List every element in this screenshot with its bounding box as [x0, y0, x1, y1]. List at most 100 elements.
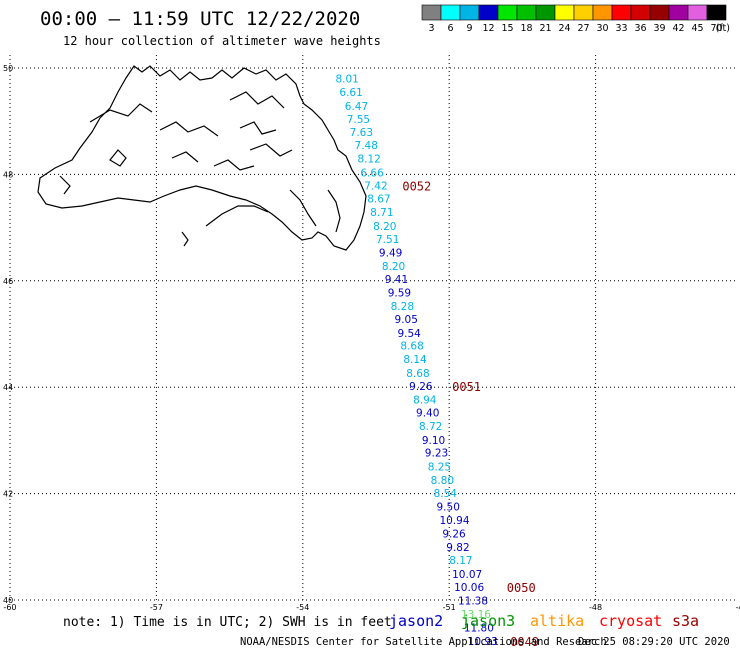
legend-swatch [497, 4, 518, 21]
pass-label: 0050 [507, 581, 536, 595]
legend-label: 6 [447, 23, 453, 34]
wave-height-value: 8.20 [373, 221, 396, 233]
footer-note: note: 1) Time is in UTC; 2) SWH is in fe… [63, 615, 392, 630]
legend-label: 15 [501, 23, 513, 34]
wave-height-value: 10.07 [452, 569, 482, 581]
wave-height-value: 9.23 [425, 448, 448, 460]
legend-label: 45 [691, 23, 703, 34]
legend-label: 42 [672, 23, 684, 34]
lat-label: 48 [3, 170, 13, 179]
satellite-name: altika [530, 612, 584, 630]
pass-label: 0052 [402, 180, 431, 194]
wave-height-value: 9.10 [422, 435, 445, 447]
legend-label: 3 [428, 23, 434, 34]
satellite-name: jason2 [389, 612, 443, 630]
wave-height-value: 8.80 [431, 475, 454, 487]
wave-height-value: 6.66 [360, 167, 384, 179]
wave-height-value: 10.93 [468, 636, 498, 648]
color-legend: 3 6 9 12 15 18 21 24 27 30 33 36 39 42 45 70(ft) [421, 4, 730, 34]
wave-height-value: 7.42 [364, 181, 387, 193]
lat-label: 40 [3, 596, 13, 605]
lat-label: 44 [3, 383, 13, 392]
legend-label: 12 [482, 23, 494, 34]
legend-swatch [649, 4, 670, 21]
legend-swatch [440, 4, 461, 21]
legend-label: 27 [577, 23, 589, 34]
wave-height-value: 8.20 [382, 261, 405, 273]
legend-swatch [554, 4, 575, 21]
lon-label: -45 [735, 603, 740, 612]
footer-credit: NOAA/NESDIS Center for Satellite Applica… [240, 636, 607, 648]
wave-height-value: 8.68 [406, 368, 429, 380]
wave-height-value: 9.49 [379, 248, 402, 260]
legend-unit: (ft) [716, 23, 730, 34]
satellite-legend: jason2 jason3 altika cryosat s3a [389, 612, 699, 630]
lat-label: 42 [3, 490, 13, 499]
lon-label: -54 [296, 603, 309, 612]
wave-height-value: 8.17 [449, 555, 472, 567]
legend-swatch [459, 4, 480, 21]
lat-label: 50 [3, 64, 13, 73]
legend-swatch [421, 4, 442, 21]
wave-height-value: 8.72 [419, 421, 442, 433]
wave-height-value: 8.14 [403, 354, 427, 366]
footer-timestamp: Dec 25 08:29:20 UTC 2020 [578, 636, 730, 648]
legend-label: 33 [615, 23, 627, 34]
legend-label: 36 [634, 23, 646, 34]
wave-height-value: 9.50 [437, 501, 460, 513]
lat-lon-grid: 50 48 46 44 42 40-60 -57 -54 -51 -48 -45 [3, 55, 740, 612]
wave-height-value: 9.26 [409, 381, 433, 393]
wave-height-value: 9.59 [388, 288, 411, 300]
wave-height-value: 7.55 [347, 114, 370, 126]
wave-height-value: 7.48 [355, 140, 378, 152]
wave-height-value: 11.38 [458, 596, 488, 608]
legend-swatch [592, 4, 613, 21]
lon-label: -57 [150, 603, 163, 612]
wave-height-value: 8.28 [391, 301, 414, 313]
wave-height-value: 9.26 [442, 529, 466, 541]
wave-height-value: 8.68 [400, 341, 423, 353]
wave-height-value: 9.82 [446, 542, 469, 554]
lon-label: -48 [589, 603, 602, 612]
legend-label: 9 [466, 23, 472, 34]
pass-labels: 0052 0051 0050 0049 [402, 180, 539, 649]
wave-height-value: 8.25 [428, 461, 451, 473]
satellite-name: cryosat [599, 612, 662, 630]
wave-height-value: 7.63 [350, 127, 373, 139]
legend-swatch [516, 4, 537, 21]
map-subtitle: 12 hour collection of altimeter wave hei… [63, 34, 381, 48]
wave-height-value: 9.54 [397, 328, 421, 340]
legend-swatch [630, 4, 651, 21]
wave-height-value: 8.01 [335, 74, 358, 86]
wave-height-value: 10.06 [454, 582, 484, 594]
legend-label: 21 [539, 23, 551, 34]
newfoundland-coastline [37, 65, 367, 251]
legend-swatch [611, 4, 632, 21]
wave-height-value: 9.05 [395, 314, 418, 326]
legend-swatch [478, 4, 499, 21]
wave-height-value: 9.40 [416, 408, 439, 420]
wave-height-value: 10.94 [439, 515, 469, 527]
legend-label: 39 [653, 23, 665, 34]
legend-label: 18 [520, 23, 532, 34]
lat-label: 46 [3, 277, 13, 286]
wave-height-value: 7.51 [376, 234, 399, 246]
map-title: 00:00 – 11:59 UTC 12/22/2020 [40, 8, 360, 30]
wave-height-value: 11.80 [464, 623, 494, 635]
wave-height-value: 8.12 [357, 153, 380, 165]
legend-label: 70 [710, 23, 722, 34]
pass-label: 0049 [510, 635, 539, 649]
wave-height-value: 13.16 [461, 609, 491, 621]
lon-label: -51 [443, 603, 456, 612]
legend-label: 24 [558, 23, 570, 34]
wave-height-value: 8.54 [434, 488, 458, 500]
wave-height-value: 8.71 [370, 207, 393, 219]
wave-height-value: 6.61 [339, 87, 362, 99]
legend-swatch [668, 4, 689, 21]
legend-swatch [706, 4, 727, 21]
satellite-name: s3a [672, 612, 699, 630]
wave-height-value: 9.41 [385, 274, 408, 286]
lon-label: -60 [3, 603, 16, 612]
legend-swatch [687, 4, 708, 21]
